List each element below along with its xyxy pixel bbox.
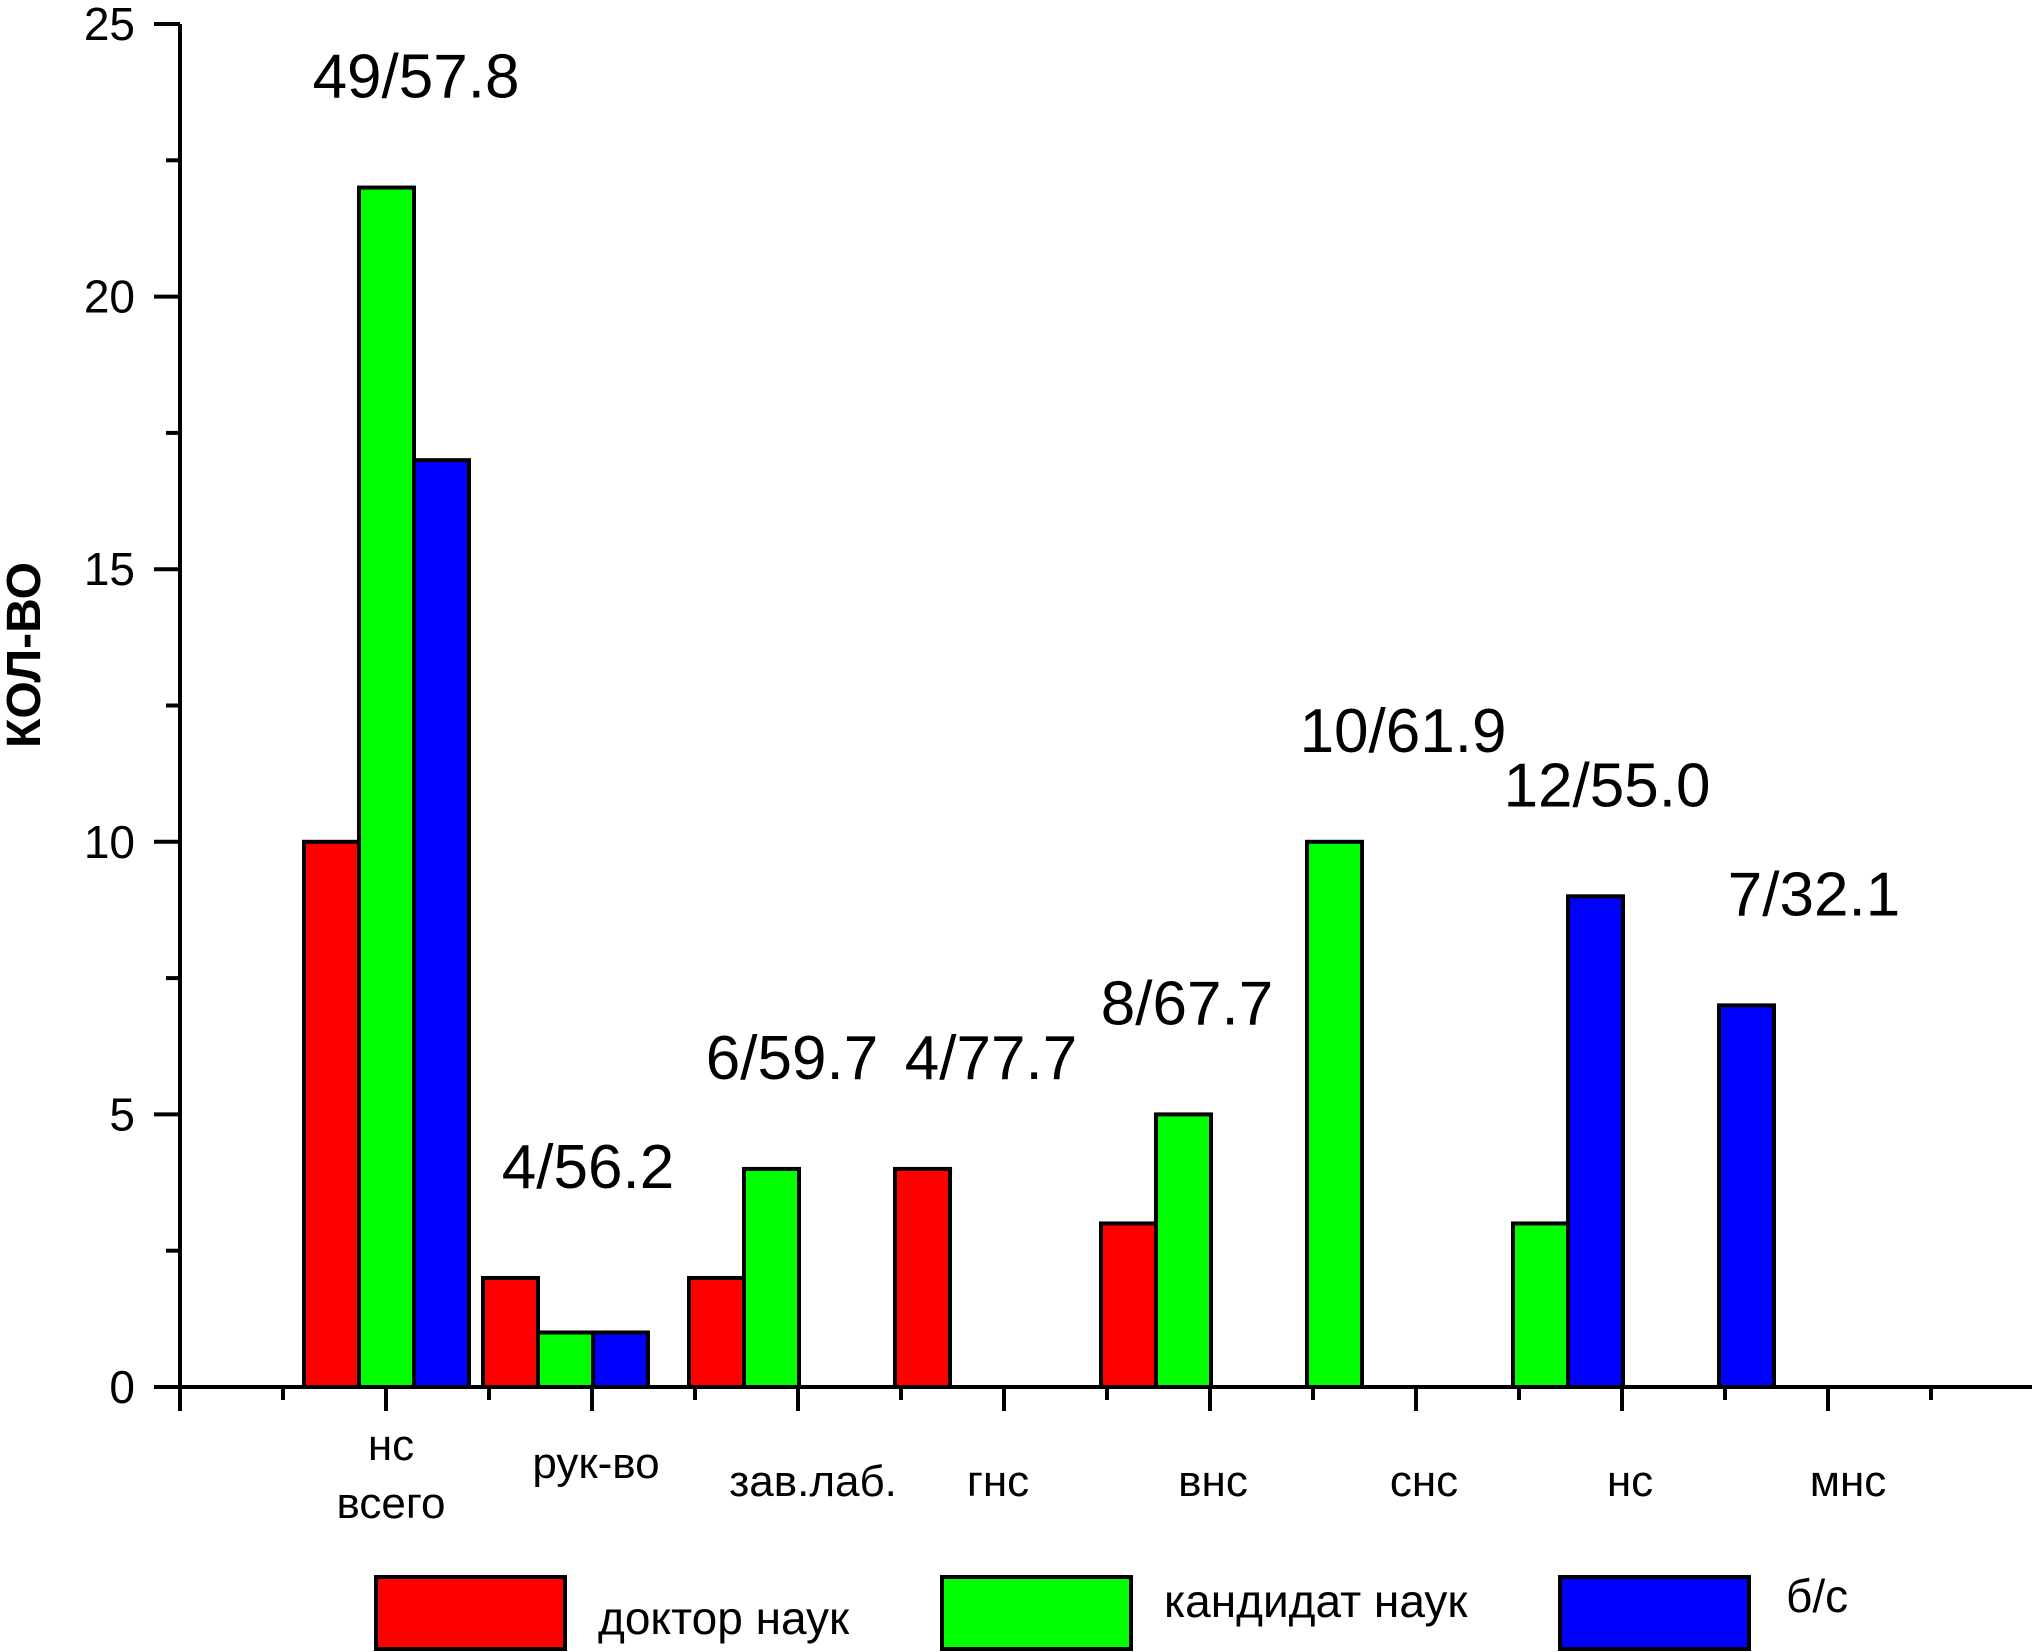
x-category-label: всего	[337, 1479, 446, 1528]
group-annotation: 4/56.2	[502, 1133, 674, 1202]
bar-bs	[591, 1330, 650, 1389]
legend-swatch-bs	[1558, 1575, 1751, 1651]
legend-swatch-candidate	[940, 1575, 1133, 1651]
y-tick-label: 20	[84, 271, 135, 323]
bar-candidate	[536, 1330, 595, 1389]
y-tick-label: 15	[84, 543, 135, 595]
x-ticks-layer	[178, 1387, 1933, 1411]
group-annotation: 49/57.8	[313, 43, 520, 112]
bars-layer	[302, 185, 1776, 1390]
group-annotation: 8/67.7	[1101, 969, 1273, 1038]
group-annotation: 7/32.1	[1728, 860, 1900, 929]
bar-bs	[412, 458, 471, 1390]
bar-candidate	[742, 1166, 801, 1390]
legend-label-doctor: доктор наук	[598, 1592, 850, 1644]
bar-doctor	[687, 1275, 746, 1389]
y-axis-title: КОЛ-ВО	[0, 562, 51, 748]
x-category-label: мнс	[1810, 1457, 1887, 1506]
x-category-label: нс	[368, 1421, 414, 1470]
bar-candidate	[1305, 839, 1364, 1389]
bar-doctor	[893, 1166, 952, 1390]
bar-candidate	[357, 185, 416, 1389]
legend-label-bs: б/с	[1786, 1570, 1848, 1622]
x-category-label: внс	[1178, 1457, 1248, 1506]
annotations-layer: 49/57.8 4/56.2 6/59.7 4/77.7 8/67.7 10/61.912…	[313, 43, 1901, 1202]
legend-swatch-doctor	[374, 1575, 567, 1651]
category-labels-layer: нс всего рук-во зав.лаб. гнс внс снс нс мнс	[337, 1421, 1887, 1528]
group-annotation: 4/77.7	[905, 1024, 1077, 1093]
legend-label-candidate: кандидат наук	[1164, 1575, 1468, 1627]
bar-bs	[1717, 1003, 1776, 1389]
y-tick-label: 0	[109, 1361, 135, 1413]
bar-doctor	[481, 1275, 540, 1389]
y-tick-label: 10	[84, 816, 135, 868]
group-annotation: 10/61.9	[1300, 697, 1507, 766]
x-category-label: рук-во	[532, 1439, 659, 1488]
bar-candidate	[1511, 1221, 1570, 1389]
x-category-label: гнс	[967, 1457, 1029, 1506]
y-tick-label: 5	[109, 1088, 135, 1140]
y-ticks-layer: 0 5 10 15 20 25	[84, 0, 180, 1413]
bar-doctor	[1099, 1221, 1158, 1389]
bar-bs	[1566, 894, 1625, 1389]
group-annotation: 6/59.7	[706, 1024, 878, 1093]
x-category-label: снс	[1390, 1457, 1458, 1506]
legend: доктор наук кандидат наук б/с	[374, 1570, 1848, 1651]
y-tick-label: 25	[84, 0, 135, 50]
group-annotation: 12/55.0	[1504, 751, 1711, 820]
x-category-label: нс	[1607, 1457, 1653, 1506]
x-category-label: зав.лаб.	[729, 1457, 897, 1506]
bar-candidate	[1154, 1112, 1213, 1390]
bar-doctor	[302, 839, 361, 1389]
